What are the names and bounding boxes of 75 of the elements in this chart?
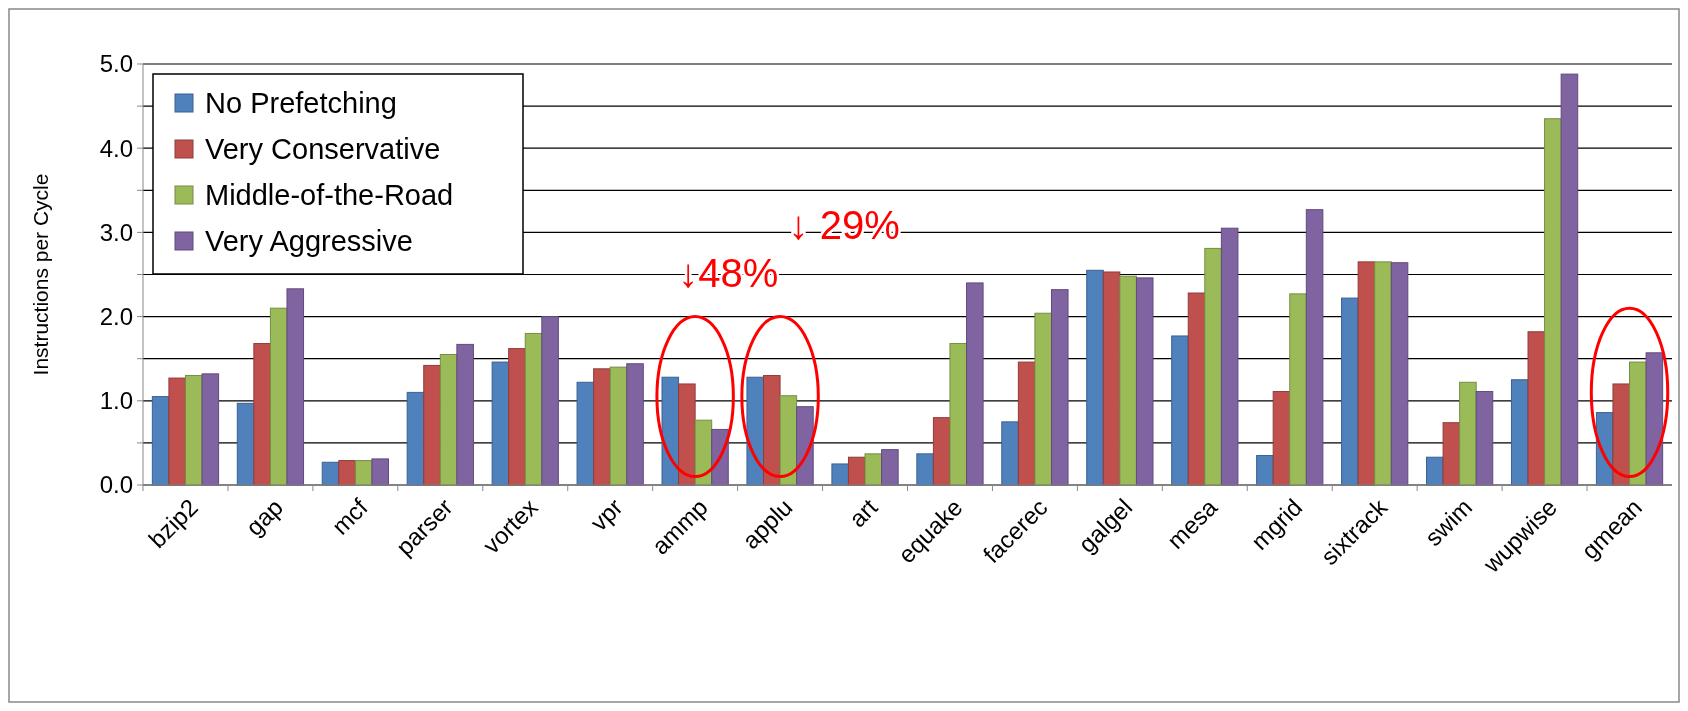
bar <box>1017 361 1036 486</box>
bar <box>779 395 798 486</box>
y-axis-title: Instructions per Cycle <box>29 173 52 376</box>
bar <box>541 316 559 486</box>
bar <box>1171 335 1189 486</box>
y-tick-label: 4.0 <box>99 134 133 162</box>
bar <box>423 364 441 486</box>
bar <box>678 383 696 486</box>
bar <box>1341 297 1359 486</box>
bar <box>1086 269 1104 486</box>
bar <box>916 453 934 486</box>
bar <box>184 375 203 486</box>
bar <box>371 458 389 486</box>
x-tick-label: vpr <box>585 493 628 537</box>
bar <box>1475 391 1494 486</box>
bar <box>1459 381 1477 486</box>
bar <box>576 381 595 486</box>
bar <box>1001 421 1019 486</box>
bar <box>1374 261 1392 486</box>
bar <box>201 373 220 486</box>
bar <box>1390 262 1409 486</box>
bar <box>694 419 713 486</box>
y-tick-label: 2.0 <box>99 303 133 330</box>
legend-label: Very Aggressive <box>205 225 413 258</box>
bar <box>1645 352 1664 486</box>
bar <box>881 449 899 486</box>
bar <box>609 366 628 486</box>
y-tick-label: 3.0 <box>99 218 133 246</box>
bar <box>831 463 849 486</box>
bar <box>1527 331 1546 486</box>
bar <box>439 353 458 486</box>
bar <box>1289 293 1307 486</box>
bar <box>796 406 814 486</box>
bar <box>1187 292 1206 486</box>
bar <box>1442 422 1461 486</box>
bar <box>949 343 968 486</box>
y-tick-label: 0.0 <box>99 471 133 499</box>
bar <box>626 363 644 486</box>
bar <box>1119 275 1137 486</box>
x-tick-label: art <box>843 493 883 533</box>
y-tick-label: 5.0 <box>99 50 133 78</box>
bar <box>1510 379 1529 486</box>
bar <box>168 377 186 486</box>
y-tick-label: 1.0 <box>99 387 133 415</box>
bar <box>524 332 543 486</box>
legend-label: Very Conservative <box>205 133 441 166</box>
bar <box>1102 271 1121 486</box>
bar <box>456 343 474 486</box>
x-tick-label: gap <box>240 493 288 541</box>
bar <box>1612 383 1631 486</box>
bar <box>1256 455 1274 486</box>
bar <box>406 391 425 486</box>
bar <box>864 453 883 486</box>
bar <box>1357 261 1376 486</box>
bar <box>1050 289 1069 486</box>
bar <box>1305 209 1324 486</box>
bar <box>1135 277 1154 486</box>
bar <box>1544 118 1562 486</box>
bar <box>1204 247 1222 486</box>
bar <box>151 396 170 486</box>
bar <box>1220 227 1239 486</box>
bar <box>966 282 984 486</box>
bar <box>491 361 510 486</box>
bar <box>508 348 526 486</box>
bar <box>593 368 611 486</box>
bar <box>1034 312 1052 486</box>
legend-label: Middle-of-the-Road <box>205 179 454 212</box>
legend-label: No Prefetching <box>205 87 397 120</box>
bar <box>253 343 271 486</box>
x-tick-label: mcf <box>326 493 374 540</box>
bar <box>1272 391 1291 486</box>
bar <box>286 288 305 486</box>
bar <box>269 307 288 486</box>
bar <box>338 460 356 486</box>
bar <box>1560 73 1579 486</box>
